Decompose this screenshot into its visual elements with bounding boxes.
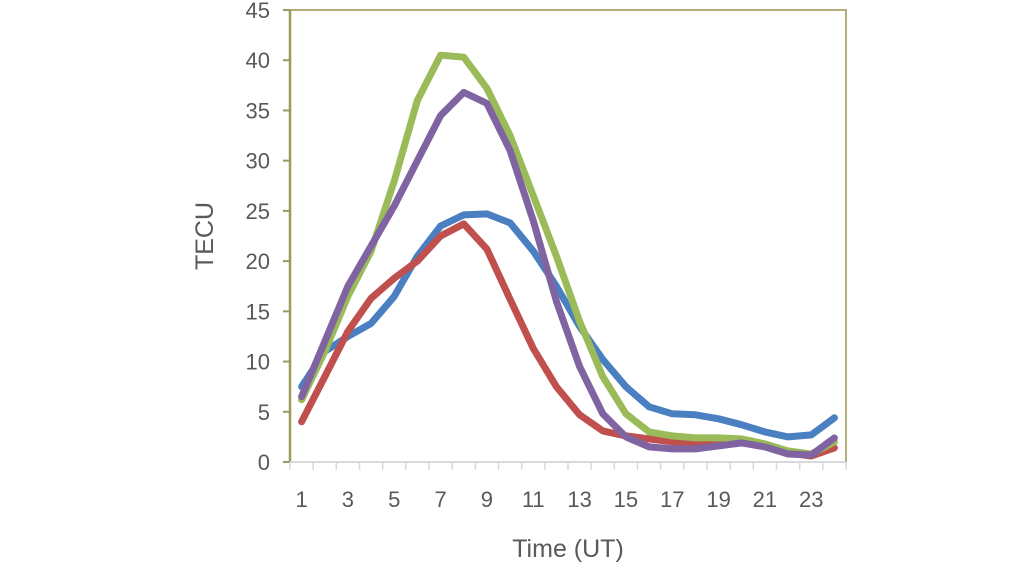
x-tick-label: 23	[799, 487, 823, 512]
y-tick-label: 20	[246, 249, 270, 274]
y-tick-label: 30	[246, 149, 270, 174]
x-axis-title: Time (UT)	[512, 535, 624, 563]
y-tick-label: 40	[246, 48, 270, 73]
y-tick-label: 25	[246, 199, 270, 224]
x-tick-label: 11	[522, 487, 545, 512]
series-line-blue	[298, 210, 838, 441]
x-tick-label: 9	[481, 487, 493, 512]
y-tick-label: 10	[246, 350, 270, 375]
x-tick-label: 21	[753, 487, 777, 512]
y-tick-label: 15	[246, 299, 270, 324]
series-line-green	[298, 51, 838, 458]
y-axis-title: TECU	[191, 202, 219, 270]
x-tick-label: 15	[614, 487, 638, 512]
x-tick-label: 17	[660, 487, 684, 512]
y-tick-label: 35	[246, 98, 270, 123]
y-tick-label: 5	[258, 400, 270, 425]
x-tick-label: 1	[295, 487, 307, 512]
series-lines	[298, 51, 838, 460]
x-tick-label: 7	[434, 487, 446, 512]
y-tick-label: 45	[246, 0, 270, 23]
series-line-purple	[298, 88, 838, 459]
x-tick-label: 5	[388, 487, 400, 512]
x-tick-label: 3	[342, 487, 354, 512]
x-tick-label: 13	[567, 487, 591, 512]
y-tick-label: 0	[258, 450, 270, 475]
x-tick-label: 19	[706, 487, 730, 512]
